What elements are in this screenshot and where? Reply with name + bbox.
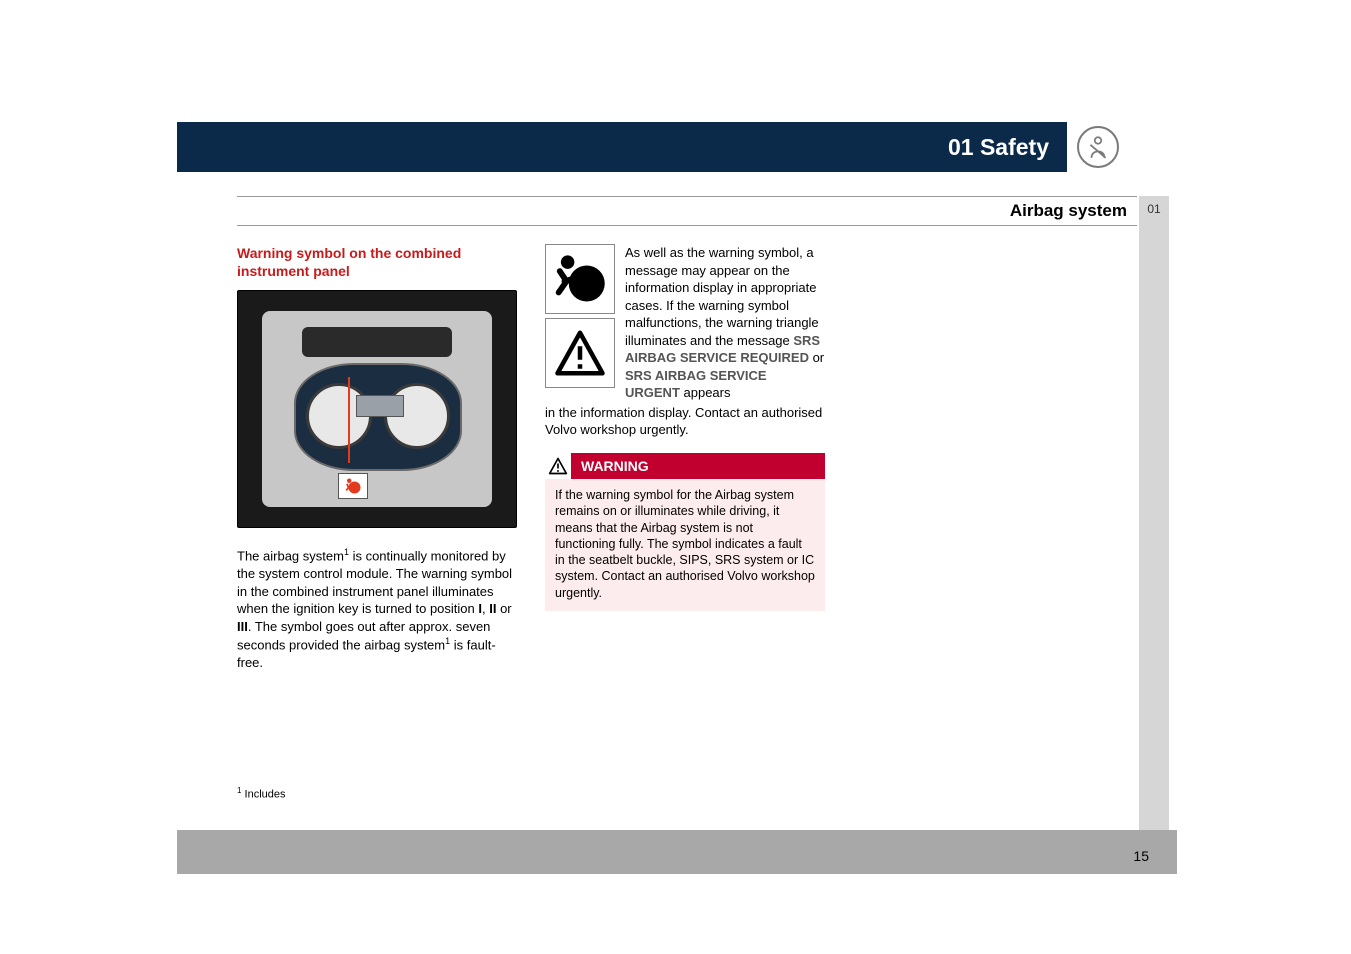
figure-callout-box xyxy=(338,473,368,499)
section-title: Airbag system xyxy=(1010,201,1127,221)
warning-label: WARNING xyxy=(581,457,649,476)
figure-center-display xyxy=(356,395,404,417)
footnote-text: Includes xyxy=(245,789,286,801)
chapter-tab: 01 xyxy=(1139,196,1169,256)
column-3 xyxy=(853,244,1133,676)
chapter-header: 01 Safety xyxy=(237,122,1067,172)
footer-bar: 15 xyxy=(177,830,1177,874)
column-1: Warning symbol on the combined instrumen… xyxy=(237,244,517,676)
warning-body: If the warning symbol for the Airbag sys… xyxy=(545,479,825,611)
text: The airbag system xyxy=(237,549,344,564)
figure-callout-line xyxy=(348,377,350,463)
airbag-person-icon xyxy=(545,244,615,314)
text: or xyxy=(809,350,824,365)
seatbelt-icon xyxy=(1077,126,1119,168)
col2-rest-text: in the information display. Contact an a… xyxy=(545,404,825,439)
warning-triangle-icon xyxy=(545,318,615,388)
figure-cluster xyxy=(294,363,462,471)
text: or xyxy=(496,601,511,616)
page-number: 15 xyxy=(1133,848,1149,864)
section-heading: Warning symbol on the combined instrumen… xyxy=(237,244,517,280)
margin-pad xyxy=(1139,256,1169,830)
text: appears xyxy=(680,385,731,400)
footnote: 1 Includes xyxy=(237,786,286,801)
warning-triangle-icon xyxy=(545,453,571,479)
chapter-tab-label: 01 xyxy=(1147,202,1160,216)
col1-paragraph: The airbag system1 is continually monito… xyxy=(237,546,517,671)
header-stub xyxy=(177,122,237,172)
chapter-title: 01 Safety xyxy=(948,134,1049,161)
content-area: Warning symbol on the combined instrumen… xyxy=(237,244,1137,676)
icon-column xyxy=(545,244,615,392)
col2-icon-text: As well as the warning symbol, a message… xyxy=(545,244,825,402)
page: 01 Safety Airbag system 01 Warning symbo… xyxy=(177,0,1177,954)
column-2: As well as the warning symbol, a message… xyxy=(545,244,825,676)
airbag-person-icon xyxy=(344,477,362,495)
breadcrumb: Airbag system xyxy=(237,196,1137,226)
figure-hood xyxy=(302,327,452,357)
text-bold: III xyxy=(237,619,248,634)
sup: 1 xyxy=(237,786,241,795)
warning-header: WARNING xyxy=(545,453,825,479)
text: As well as the warning symbol, a message… xyxy=(625,245,819,348)
instrument-panel-figure xyxy=(237,290,517,528)
